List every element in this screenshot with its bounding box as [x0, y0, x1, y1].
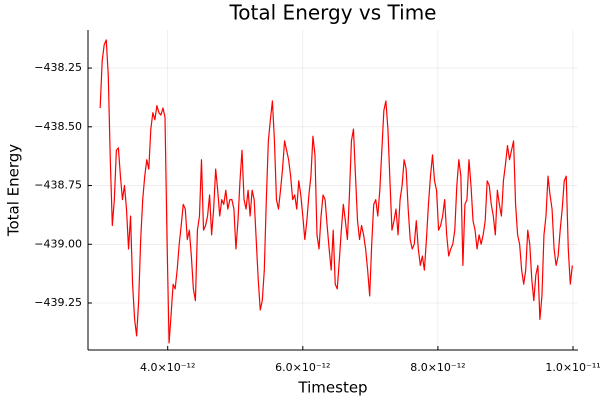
y-tick-label: −438.50 [34, 120, 82, 133]
data-line [99, 39, 573, 344]
y-tick-label: −439.00 [34, 237, 82, 250]
y-tick-label: −438.75 [34, 179, 82, 192]
x-tick-label: 4.0×10⁻¹² [140, 361, 195, 374]
chart-title: Total Energy vs Time [228, 1, 436, 25]
x-axis-label: Timestep [297, 379, 367, 397]
y-tick-label: −438.25 [34, 61, 82, 74]
x-tick-label: 8.0×10⁻¹² [410, 361, 465, 374]
y-tick-label: −439.25 [34, 296, 82, 309]
y-axis-label: Total Energy [5, 144, 23, 237]
x-tick-label: 1.0×10⁻¹¹ [545, 361, 600, 374]
x-tick-label: 6.0×10⁻¹² [275, 361, 330, 374]
